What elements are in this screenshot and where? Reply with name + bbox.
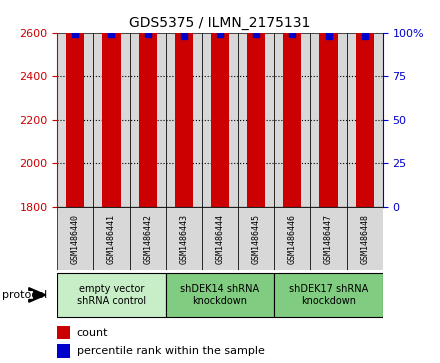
Bar bbox=[129, 33, 166, 207]
Bar bbox=[238, 33, 274, 207]
Bar bbox=[202, 33, 238, 207]
Bar bbox=[66, 0, 84, 207]
Bar bbox=[274, 33, 311, 207]
Point bbox=[325, 33, 332, 39]
Bar bbox=[283, 0, 301, 207]
Bar bbox=[202, 207, 238, 270]
Bar bbox=[57, 326, 70, 339]
Bar bbox=[319, 0, 337, 207]
Text: GSM1486443: GSM1486443 bbox=[180, 214, 188, 264]
Bar bbox=[247, 0, 265, 207]
Bar bbox=[57, 344, 70, 358]
Bar bbox=[166, 273, 274, 317]
Text: shDEK17 shRNA
knockdown: shDEK17 shRNA knockdown bbox=[289, 284, 368, 306]
Point bbox=[180, 33, 187, 39]
Point bbox=[144, 32, 151, 37]
Bar bbox=[211, 0, 229, 207]
Text: GSM1486444: GSM1486444 bbox=[216, 214, 224, 264]
Bar bbox=[129, 207, 166, 270]
Bar bbox=[57, 207, 93, 270]
Point bbox=[361, 33, 368, 39]
Text: GSM1486441: GSM1486441 bbox=[107, 214, 116, 264]
Point bbox=[253, 32, 260, 37]
Text: percentile rank within the sample: percentile rank within the sample bbox=[77, 346, 264, 356]
Bar bbox=[274, 273, 383, 317]
Text: GSM1486447: GSM1486447 bbox=[324, 214, 333, 264]
Text: protocol: protocol bbox=[2, 290, 48, 300]
Title: GDS5375 / ILMN_2175131: GDS5375 / ILMN_2175131 bbox=[129, 16, 311, 30]
FancyArrow shape bbox=[29, 287, 46, 302]
Bar bbox=[93, 207, 129, 270]
Point bbox=[72, 32, 79, 37]
Bar bbox=[103, 0, 121, 207]
Bar bbox=[166, 33, 202, 207]
Text: empty vector
shRNA control: empty vector shRNA control bbox=[77, 284, 146, 306]
Bar bbox=[311, 33, 347, 207]
Point bbox=[216, 32, 224, 37]
Text: GSM1486440: GSM1486440 bbox=[71, 214, 80, 264]
Text: GSM1486445: GSM1486445 bbox=[252, 214, 260, 264]
Text: GSM1486448: GSM1486448 bbox=[360, 214, 369, 264]
Bar bbox=[347, 33, 383, 207]
Bar bbox=[93, 33, 129, 207]
Point bbox=[108, 32, 115, 37]
Bar bbox=[274, 207, 311, 270]
Bar bbox=[139, 0, 157, 207]
Text: GSM1486446: GSM1486446 bbox=[288, 214, 297, 264]
Text: count: count bbox=[77, 327, 108, 338]
Bar bbox=[347, 207, 383, 270]
Bar bbox=[311, 207, 347, 270]
Bar bbox=[175, 0, 193, 207]
Bar bbox=[57, 33, 93, 207]
Text: shDEK14 shRNA
knockdown: shDEK14 shRNA knockdown bbox=[180, 284, 260, 306]
Bar bbox=[57, 273, 166, 317]
Bar bbox=[238, 207, 274, 270]
Point bbox=[289, 32, 296, 37]
Bar bbox=[356, 0, 374, 207]
Text: GSM1486442: GSM1486442 bbox=[143, 214, 152, 264]
Bar bbox=[166, 207, 202, 270]
